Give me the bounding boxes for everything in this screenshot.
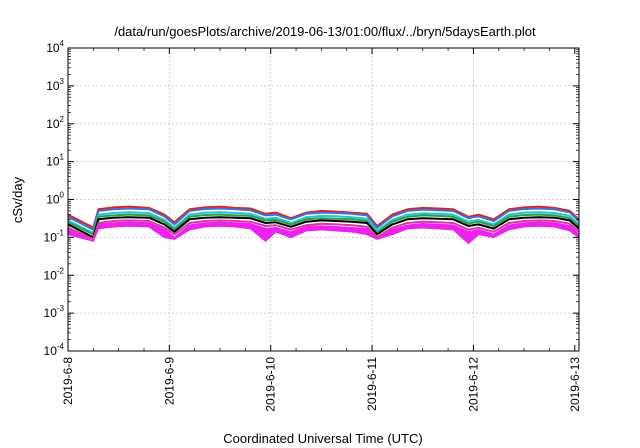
y-axis-label: cSv/day (10, 176, 25, 223)
series-line-6 (67, 219, 580, 241)
y-tick-label: 10-2 (44, 266, 65, 282)
y-tick-label: 101 (46, 153, 64, 169)
grid (68, 48, 579, 351)
series-layer (67, 205, 580, 241)
x-tick-label: 2019-6-12 (466, 357, 480, 412)
x-ticks: 2019-6-8 2019-6-9 2019-6-10 2019-6-11 2019-6… (61, 48, 582, 412)
x-tick-label: 2019-6-13 (568, 357, 582, 412)
x-tick-label: 2019-6-10 (264, 357, 278, 412)
series-line-2 (67, 207, 580, 231)
series-line-1 (67, 205, 580, 229)
series-line-5 (67, 216, 580, 239)
y-ticks: 10-4 10-3 10-2 10-1 100 101 102 103 104 (44, 39, 579, 358)
y-tick-label: 10-3 (44, 304, 65, 320)
magenta-band (67, 221, 580, 245)
y-tick-label: 102 (46, 115, 64, 131)
y-tick-label: 10-1 (44, 228, 65, 244)
series-line-4 (67, 213, 580, 236)
y-tick-label: 100 (46, 191, 64, 207)
x-tick-label: 2019-6-8 (61, 357, 75, 405)
y-tick-label: 10-4 (44, 342, 65, 358)
x-tick-label: 2019-6-11 (365, 357, 379, 411)
series-line-3 (67, 211, 580, 235)
chart-title: /data/run/goesPlots/archive/2019-06-13/0… (114, 24, 536, 39)
x-tick-label: 2019-6-9 (162, 357, 176, 405)
y-tick-label: 103 (46, 77, 64, 93)
x-axis-label: Coordinated Universal Time (UTC) (223, 431, 422, 446)
y-tick-label: 104 (46, 39, 64, 55)
band-layer (67, 221, 580, 245)
